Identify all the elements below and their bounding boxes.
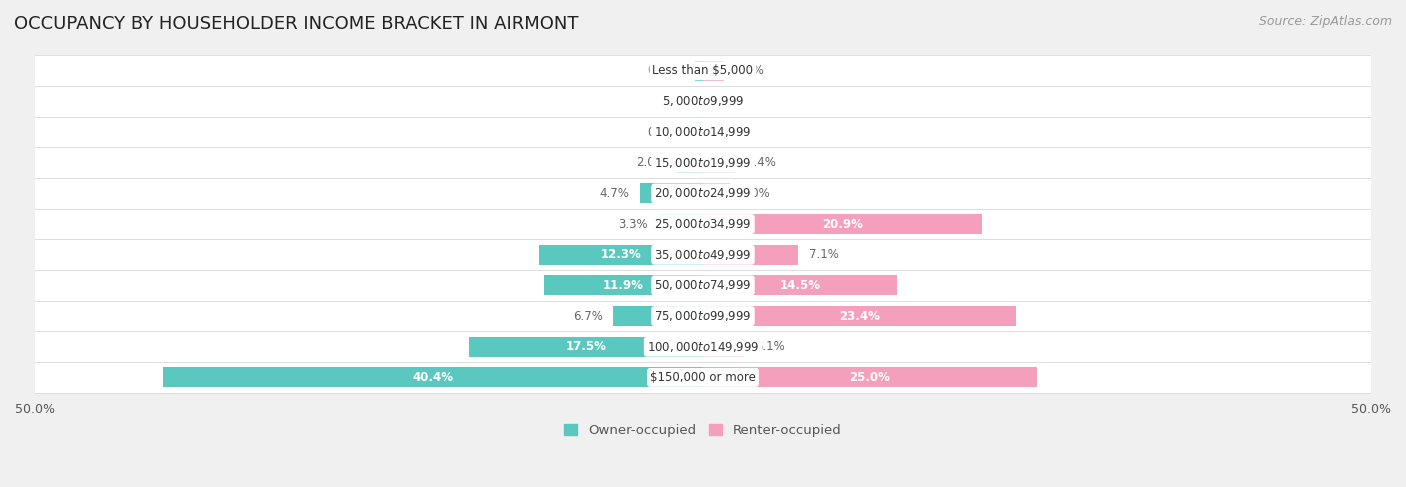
FancyBboxPatch shape [8, 331, 1398, 362]
Bar [544, 276, 703, 296]
Text: Source: ZipAtlas.com: Source: ZipAtlas.com [1258, 15, 1392, 28]
Text: 7.1%: 7.1% [808, 248, 838, 261]
FancyBboxPatch shape [8, 178, 1398, 209]
FancyBboxPatch shape [8, 86, 1398, 117]
Text: 4.7%: 4.7% [599, 187, 630, 200]
Text: 1.6%: 1.6% [735, 64, 765, 77]
Bar [703, 61, 724, 81]
Bar [703, 306, 1015, 326]
Bar [163, 367, 703, 387]
Text: 12.3%: 12.3% [600, 248, 641, 261]
Text: $5,000 to $9,999: $5,000 to $9,999 [662, 94, 744, 109]
FancyBboxPatch shape [8, 270, 1398, 301]
Text: 0.0%: 0.0% [714, 95, 744, 108]
FancyBboxPatch shape [8, 56, 1398, 86]
Text: 0.0%: 0.0% [662, 95, 692, 108]
FancyBboxPatch shape [8, 362, 1398, 393]
Bar [676, 153, 703, 173]
Text: 2.0%: 2.0% [741, 187, 770, 200]
Text: $150,000 or more: $150,000 or more [650, 371, 756, 384]
Text: $10,000 to $14,999: $10,000 to $14,999 [654, 125, 752, 139]
Text: 25.0%: 25.0% [849, 371, 890, 384]
Text: 11.9%: 11.9% [603, 279, 644, 292]
Bar [703, 153, 735, 173]
Text: 40.4%: 40.4% [412, 371, 454, 384]
Text: $20,000 to $24,999: $20,000 to $24,999 [654, 187, 752, 201]
Text: $35,000 to $49,999: $35,000 to $49,999 [654, 248, 752, 262]
Text: Less than $5,000: Less than $5,000 [652, 64, 754, 77]
Bar [538, 245, 703, 265]
Text: 2.0%: 2.0% [636, 156, 665, 169]
FancyBboxPatch shape [8, 148, 1398, 178]
Bar [470, 337, 703, 356]
Text: 0.0%: 0.0% [714, 126, 744, 139]
Bar [613, 306, 703, 326]
Bar [703, 367, 1038, 387]
Text: 20.9%: 20.9% [823, 218, 863, 231]
Text: $75,000 to $99,999: $75,000 to $99,999 [654, 309, 752, 323]
Text: 6.7%: 6.7% [572, 310, 603, 322]
FancyBboxPatch shape [8, 117, 1398, 148]
Bar [703, 184, 730, 204]
Bar [695, 122, 703, 142]
Text: 0.59%: 0.59% [647, 126, 685, 139]
Text: 0.59%: 0.59% [647, 64, 685, 77]
Bar [703, 245, 797, 265]
Bar [640, 184, 703, 204]
Text: 17.5%: 17.5% [565, 340, 606, 353]
Text: 23.4%: 23.4% [839, 310, 880, 322]
Text: OCCUPANCY BY HOUSEHOLDER INCOME BRACKET IN AIRMONT: OCCUPANCY BY HOUSEHOLDER INCOME BRACKET … [14, 15, 578, 33]
Bar [703, 337, 744, 356]
FancyBboxPatch shape [8, 240, 1398, 270]
Text: $100,000 to $149,999: $100,000 to $149,999 [647, 340, 759, 354]
Text: $50,000 to $74,999: $50,000 to $74,999 [654, 279, 752, 292]
FancyBboxPatch shape [8, 301, 1398, 331]
Text: 2.4%: 2.4% [745, 156, 776, 169]
Bar [695, 61, 703, 81]
FancyBboxPatch shape [8, 209, 1398, 240]
Bar [703, 276, 897, 296]
Text: $15,000 to $19,999: $15,000 to $19,999 [654, 156, 752, 170]
Bar [659, 214, 703, 234]
Legend: Owner-occupied, Renter-occupied: Owner-occupied, Renter-occupied [560, 418, 846, 442]
Text: $25,000 to $34,999: $25,000 to $34,999 [654, 217, 752, 231]
Text: 3.1%: 3.1% [755, 340, 785, 353]
Bar [703, 214, 983, 234]
Text: 3.3%: 3.3% [619, 218, 648, 231]
Text: 14.5%: 14.5% [779, 279, 820, 292]
